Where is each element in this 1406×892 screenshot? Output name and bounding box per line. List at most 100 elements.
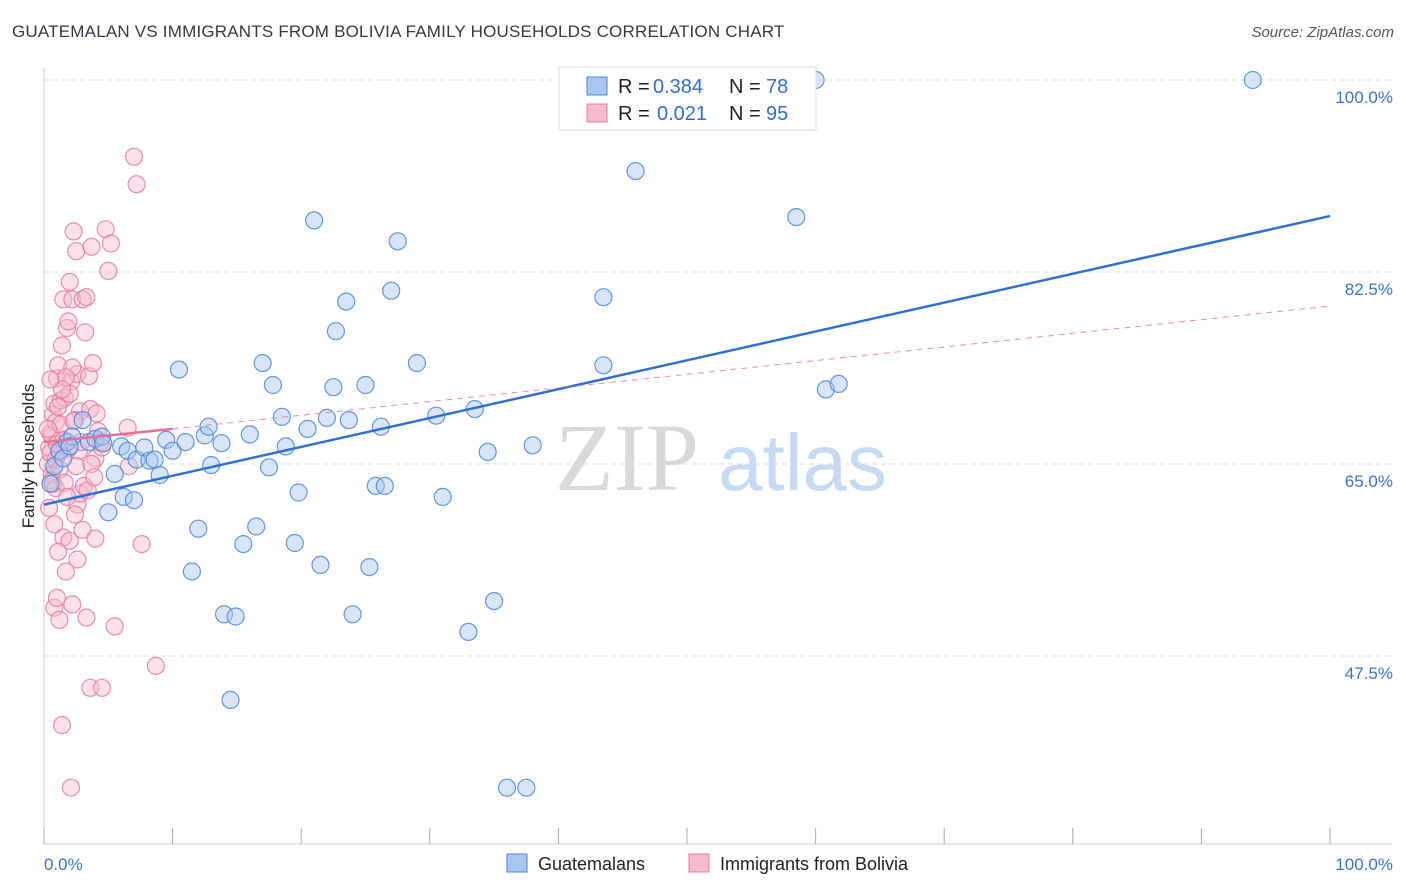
guatemalans-point-38 (247, 517, 266, 536)
bolivia-point-18 (59, 312, 78, 331)
bolivia-point-38 (99, 261, 118, 280)
chart-title: GUATEMALAN VS IMMIGRANTS FROM BOLIVIA FA… (12, 22, 785, 41)
bolivia-point-61 (52, 715, 72, 735)
guatemalans-point-13 (105, 464, 124, 483)
guatemalans-point-12 (99, 503, 118, 522)
bolivia-point-49 (73, 520, 92, 539)
source-label: Source: ZipAtlas.com (1251, 24, 1394, 41)
bolivia-point-28 (77, 288, 96, 307)
guatemalans-point-59 (375, 476, 394, 495)
guatemalans-point-75 (787, 208, 806, 227)
bolivia-point-46 (63, 595, 82, 614)
guatemalans-point-50 (324, 378, 343, 397)
bolivia-point-21 (63, 290, 82, 309)
guatemalans-point-21 (145, 450, 164, 469)
bolivia-point-58 (127, 175, 146, 194)
bolivia-point-80 (48, 397, 68, 416)
trend-lines (43, 214, 1331, 506)
guatemalans-point-61 (388, 232, 407, 251)
legend-r-value-1: 0.384 (653, 76, 703, 98)
legend-r-label-1: R = (618, 76, 650, 98)
guatemalans-point-68 (485, 591, 504, 611)
guatemalans-point-37 (240, 425, 259, 444)
guatemalans-point-47 (305, 211, 324, 230)
bottom-legend-swatch-bolivia (688, 853, 710, 873)
guatemalans-point-33 (214, 605, 234, 624)
bolivia-point-54 (105, 617, 124, 636)
legend-n-label-1: N = (729, 76, 761, 98)
grid-lines (44, 79, 1392, 657)
bolivia-point-57 (124, 147, 144, 166)
guatemalans-point-30 (199, 417, 218, 436)
guatemalans-point-78 (829, 374, 848, 393)
bolivia-point-81 (56, 368, 76, 387)
y-axis-title: Family Households (19, 384, 38, 529)
guatemalans-point-51 (326, 322, 345, 341)
bolivia-point-45 (60, 531, 79, 550)
guatemalans-point-52 (337, 292, 356, 311)
guatemalans-point-65 (459, 622, 478, 642)
y-tick-label-2: 65.0% (1345, 472, 1393, 491)
y-tick-label-1: 82.5% (1345, 280, 1393, 299)
bottom-legend-bolivia: Immigrants from Bolivia (720, 854, 909, 874)
guatemalans-point-17 (124, 491, 144, 510)
bolivia-point-90 (68, 550, 87, 569)
guatemalans-point-27 (182, 562, 201, 581)
watermark-zip: ZIP (555, 404, 699, 511)
guatemalans-point-6 (60, 437, 79, 456)
guatemalans-point-42 (272, 407, 291, 426)
guatemalans-point-32 (212, 434, 231, 453)
x-tick-labels: 0.0% 100.0% (44, 855, 1393, 874)
x-tick-label-1: 100.0% (1335, 855, 1393, 874)
series-bolivia-points (38, 147, 165, 797)
guatemalans-point-62 (407, 354, 426, 373)
y-tick-labels: 100.0% 82.5% 65.0% 47.5% (1335, 88, 1393, 683)
legend: R = 0.384 N = 78 R = 0.021 N = 95 (558, 66, 817, 131)
guatemalans-point-23 (157, 430, 176, 449)
guatemalans-point-7 (73, 411, 92, 430)
legend-swatch-guatemalans (586, 76, 608, 96)
guatemalans-point-54 (343, 605, 362, 624)
guatemalans-point-35 (226, 607, 245, 626)
x-tick-label-0: 0.0% (44, 855, 83, 874)
guatemalans-point-79 (1243, 70, 1262, 90)
bolivia-point-39 (101, 234, 121, 253)
guatemalans-point-73 (594, 288, 613, 307)
bolivia-point-17 (57, 318, 77, 338)
guatemalans-point-48 (311, 555, 330, 575)
bolivia-point-66 (46, 450, 65, 469)
trend-line-bolivia-extension (172, 305, 1331, 430)
guatemalans-point-44 (285, 533, 304, 553)
bolivia-point-52 (86, 529, 105, 548)
guatemalans-point-15 (114, 487, 133, 506)
guatemalans-point-36 (234, 534, 253, 554)
bolivia-point-27 (76, 323, 95, 342)
bottom-legend: Guatemalans Immigrants from Bolivia (506, 853, 909, 874)
guatemalans-point-0 (41, 474, 60, 493)
bolivia-point-44 (56, 562, 76, 581)
bolivia-point-41 (47, 588, 67, 608)
legend-n-value-1: 78 (766, 76, 788, 98)
guatemalans-point-55 (356, 375, 375, 395)
guatemalans-point-60 (382, 281, 401, 300)
guatemalans-point-56 (360, 557, 379, 577)
guatemalans-point-28 (189, 519, 208, 538)
guatemalans-point-26 (176, 433, 195, 452)
y-tick-label-3: 47.5% (1345, 664, 1393, 683)
guatemalans-point-24 (163, 441, 182, 460)
guatemalans-point-71 (523, 436, 542, 455)
bolivia-point-91 (52, 380, 72, 399)
bolivia-point-74 (63, 358, 82, 377)
bolivia-point-62 (61, 778, 81, 797)
bolivia-point-60 (146, 656, 165, 676)
bolivia-point-93 (85, 468, 104, 487)
bolivia-point-86 (82, 454, 101, 474)
legend-n-label-2: N = (729, 103, 761, 125)
legend-r-value-2: 0.021 (657, 103, 707, 125)
trend-line-bolivia (43, 427, 173, 444)
bolivia-point-82 (38, 419, 58, 438)
guatemalans-point-11 (94, 434, 113, 453)
bolivia-point-59 (132, 534, 151, 554)
guatemalans-point-72 (594, 356, 613, 375)
guatemalans-point-39 (253, 354, 272, 373)
